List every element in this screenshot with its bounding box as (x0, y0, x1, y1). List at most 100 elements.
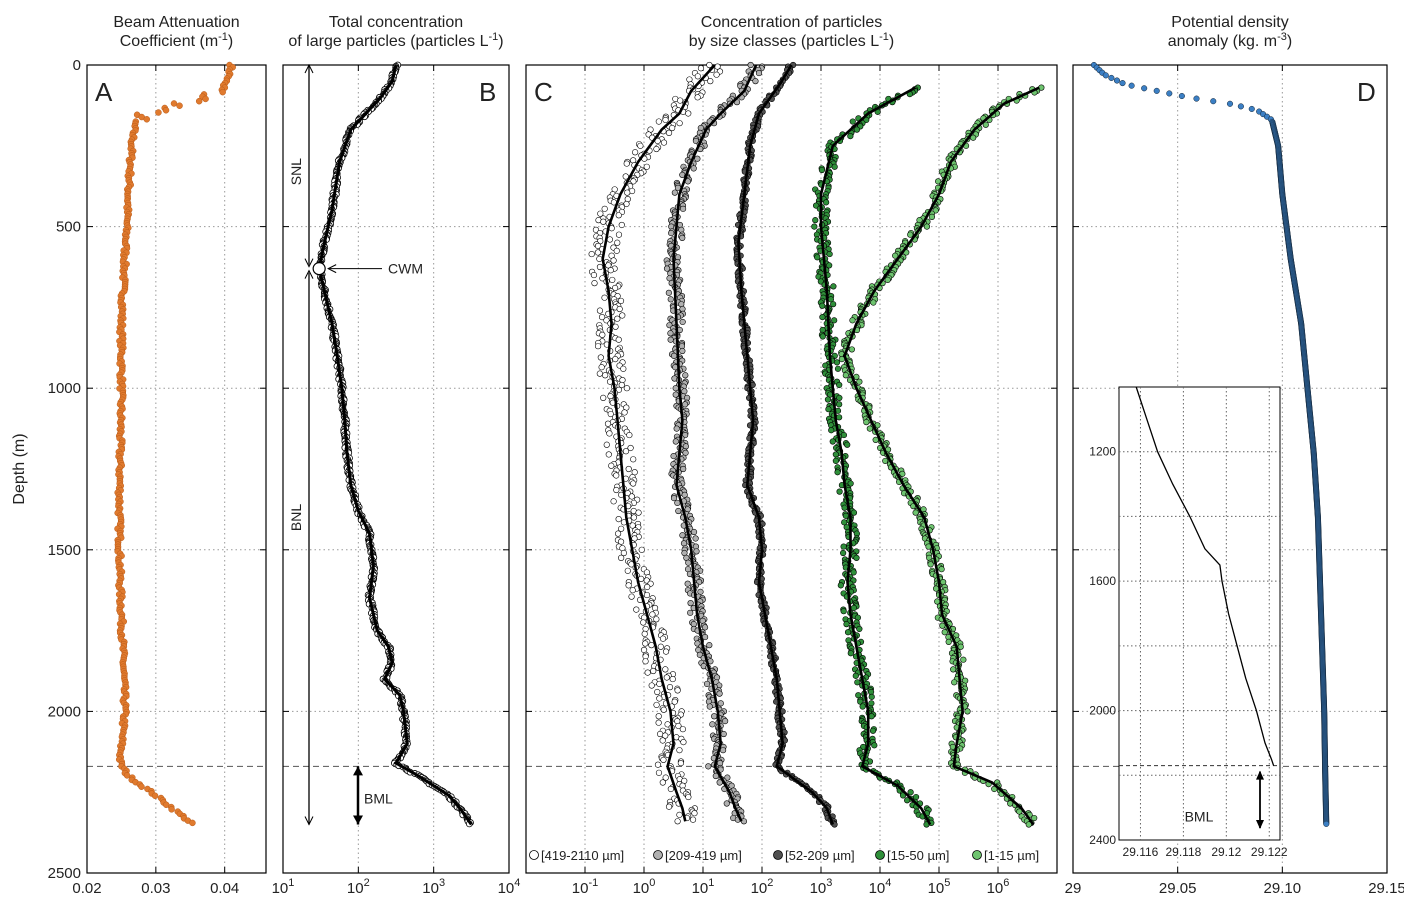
data-point (836, 381, 843, 389)
data-point (755, 69, 763, 77)
data-point (669, 675, 676, 683)
panel-title-C-line1: Concentration of particles (701, 14, 882, 31)
data-point (202, 95, 209, 103)
data-point (1153, 87, 1160, 94)
panel-title-B-text-close: ) (498, 33, 503, 50)
data-point (950, 666, 957, 673)
x-tick-label: 102 (347, 877, 370, 897)
data-point (672, 391, 679, 398)
data-point (814, 254, 821, 261)
data-point (689, 816, 697, 823)
data-point (847, 650, 854, 657)
data-point (671, 698, 678, 705)
data-point (675, 722, 682, 730)
x-tick-label: 101 (272, 877, 295, 897)
data-point (598, 313, 606, 321)
data-point (625, 465, 632, 473)
data-point (842, 372, 849, 379)
data-point (819, 333, 826, 340)
data-point (594, 249, 602, 256)
data-point (612, 323, 619, 330)
inset-y-tick-label: 2000 (1089, 704, 1116, 718)
data-point (960, 656, 967, 663)
data-point (676, 747, 683, 754)
data-point (863, 419, 870, 426)
data-point (663, 265, 671, 272)
data-point (884, 276, 891, 284)
panel-title-A-superscript: -1 (218, 31, 228, 43)
data-point (162, 106, 170, 114)
x-tick-base: 10 (928, 880, 945, 897)
data-point (643, 163, 650, 170)
data-point (723, 800, 730, 807)
x-tick-label: 100 (633, 877, 656, 897)
data-point (660, 706, 667, 713)
data-point (707, 78, 714, 85)
inset-y-tick-label: 1200 (1089, 445, 1116, 459)
data-point (603, 441, 610, 448)
data-point (662, 666, 669, 673)
data-point (722, 717, 729, 725)
data-point (662, 774, 669, 781)
data-point (706, 61, 713, 69)
panel-title-A-line1: Beam Attenuation (113, 14, 239, 31)
data-point (836, 488, 843, 495)
panel-title-B-text: of large particles (particles L (288, 33, 488, 50)
data-point (219, 88, 226, 96)
data-point (610, 498, 617, 505)
data-point (938, 566, 945, 573)
arrowhead (353, 766, 363, 776)
data-point (615, 515, 622, 523)
data-point (662, 732, 669, 739)
data-point (630, 514, 638, 521)
data-point (680, 465, 687, 473)
data-point (848, 346, 855, 353)
x-tick-exponent: 1 (288, 877, 294, 889)
data-point (853, 126, 860, 133)
data-point (666, 684, 674, 691)
data-point (620, 365, 627, 372)
data-point (667, 330, 674, 337)
data-point (840, 608, 847, 615)
arrowhead (304, 63, 314, 74)
data-point (613, 486, 620, 494)
data-point (676, 811, 683, 818)
data-point (833, 359, 841, 366)
data-point (618, 381, 625, 389)
data-point (1248, 105, 1255, 113)
inset-bml-label: BML (1185, 808, 1214, 824)
data-point (892, 252, 899, 259)
data-point (849, 317, 856, 324)
data-point (143, 116, 151, 123)
data-point (1193, 95, 1200, 102)
legend-entry: [419-2110 µm] (541, 848, 624, 863)
data-point (841, 504, 848, 511)
data-point (1031, 814, 1038, 822)
data-point (832, 457, 839, 465)
data-point (907, 231, 914, 238)
data-point (685, 559, 692, 566)
data-point (630, 456, 637, 463)
data-point (694, 155, 701, 162)
data-point (705, 763, 712, 770)
data-point (706, 642, 713, 649)
data-point (703, 680, 711, 688)
data-point (151, 792, 159, 800)
data-point (823, 199, 830, 206)
series-line (601, 64, 716, 822)
data-point (648, 682, 655, 689)
x-tick-label: 29.10 (1264, 880, 1302, 897)
x-tick-label: 29.15 (1368, 880, 1404, 897)
data-point (629, 587, 636, 594)
arrowhead (1256, 820, 1264, 829)
x-tick-exponent: 1 (708, 877, 714, 889)
data-point (847, 480, 854, 487)
inset-x-tick-label: 29.118 (1165, 845, 1201, 859)
legend-entry: [209-419 µm] (665, 848, 742, 863)
data-point (837, 582, 844, 589)
data-point (613, 472, 620, 479)
data-point (1178, 92, 1185, 100)
data-point (681, 491, 688, 498)
data-point (662, 116, 669, 124)
